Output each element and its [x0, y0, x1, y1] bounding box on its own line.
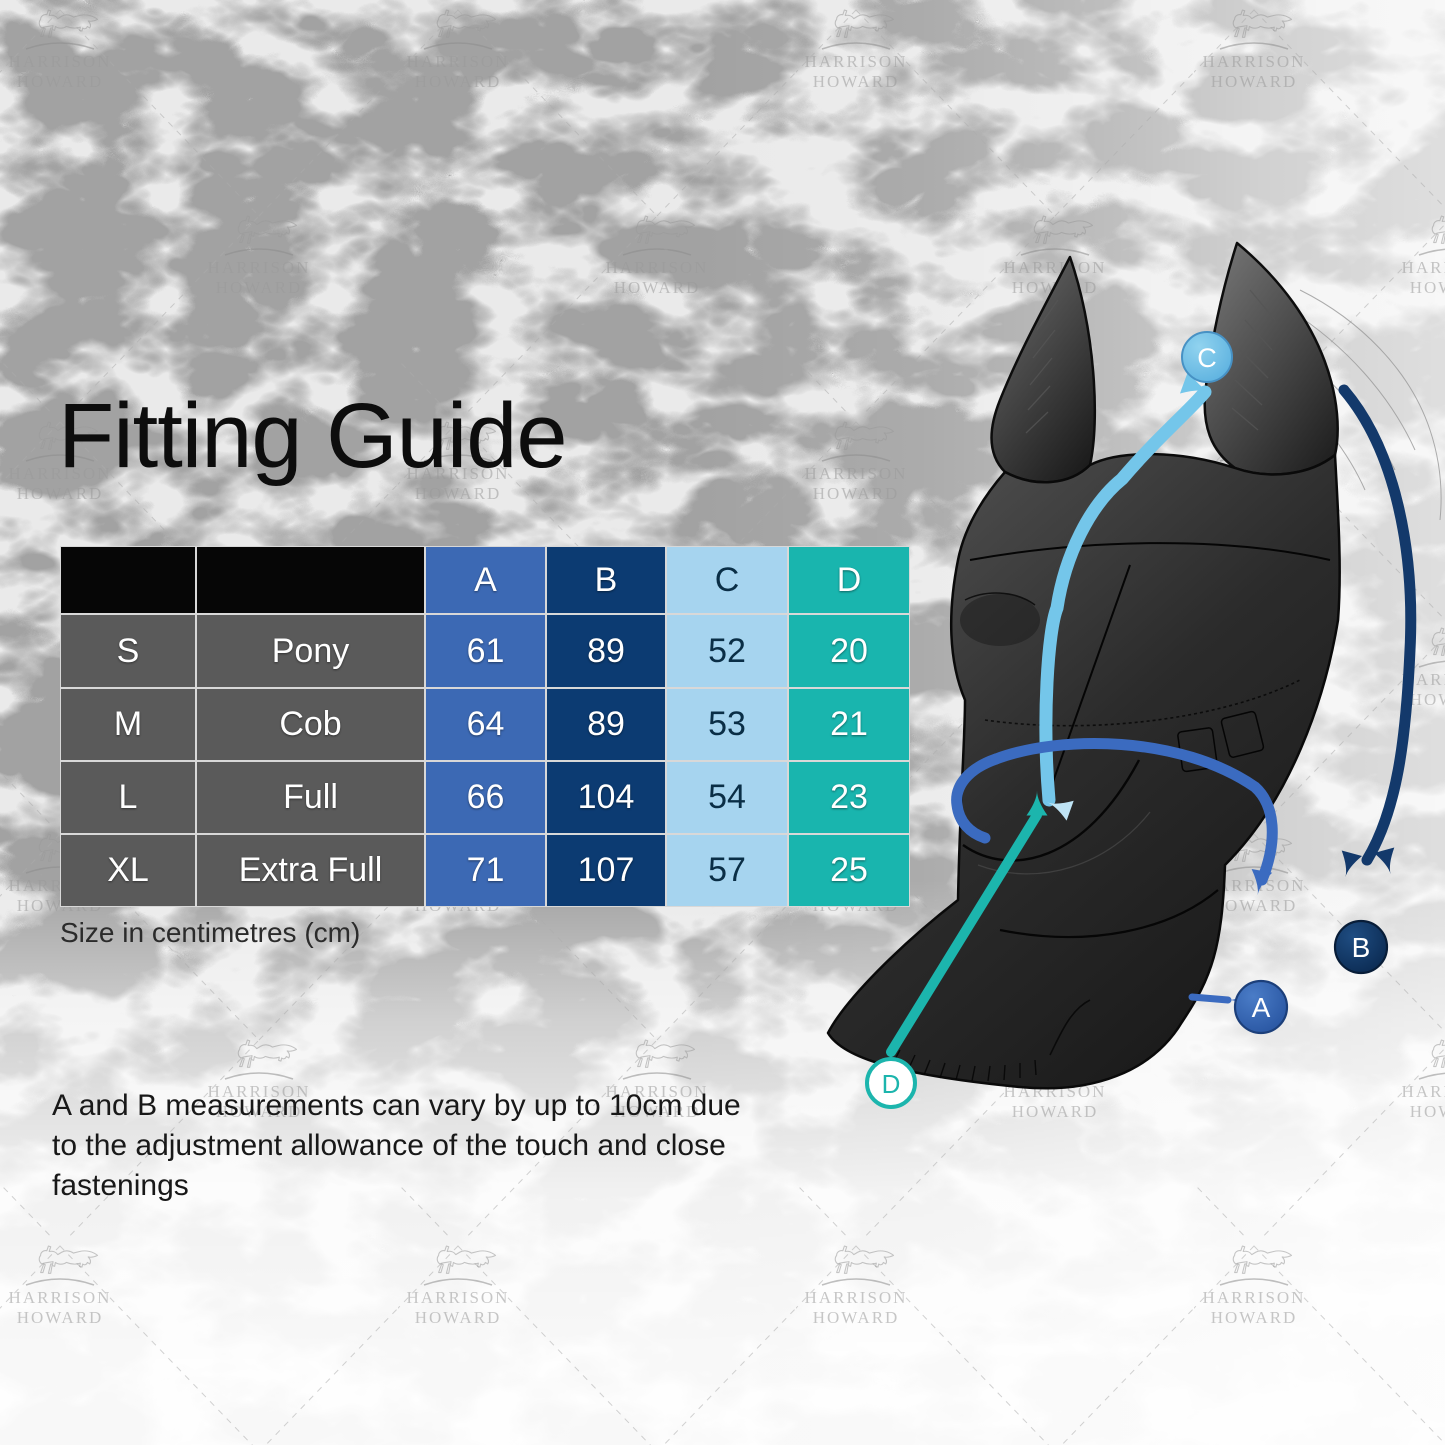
svg-text:B: B	[1352, 932, 1371, 963]
svg-text:C: C	[1197, 343, 1217, 373]
svg-text:A: A	[1252, 992, 1271, 1023]
svg-text:D: D	[882, 1069, 901, 1099]
